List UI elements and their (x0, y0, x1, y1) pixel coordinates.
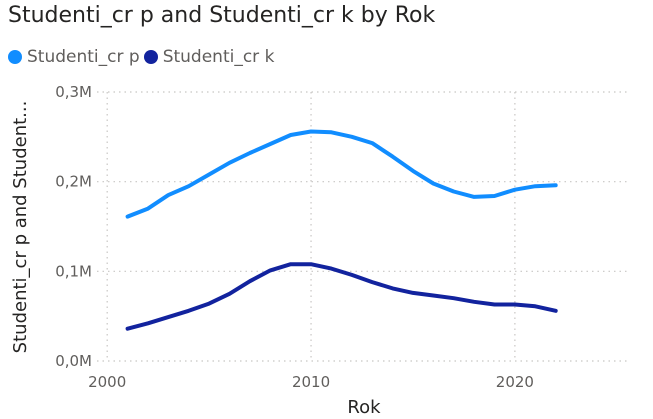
y-tick-label: 0,0M (55, 352, 92, 370)
x-axis-title: Rok (347, 397, 381, 418)
legend-item-studenti-cr-p[interactable]: Studenti_cr p (8, 46, 140, 68)
y-tick-label: 0,3M (55, 83, 92, 101)
legend-label-studenti-cr-k: Studenti_cr k (162, 47, 275, 67)
x-axis-tick-labels: 2000 2010 2020 (88, 373, 534, 391)
chart-title: Studenti_cr p and Studenti_cr k by Rok (8, 3, 436, 28)
y-axis-tick-labels: 0,0M 0,1M 0,2M 0,3M (55, 83, 92, 370)
y-axis-title: Studenti_cr p and Student... (10, 101, 31, 354)
legend-item-studenti-cr-k[interactable]: Studenti_cr k (143, 46, 275, 68)
legend: Studenti_cr p Studenti_cr k (8, 46, 278, 68)
y-tick-label: 0,2M (55, 173, 92, 191)
x-tick-label: 2020 (496, 373, 534, 391)
gridlines (97, 91, 627, 362)
y-tick-label: 0,1M (55, 262, 92, 280)
series-line-studenti-cr-k (125, 262, 558, 331)
legend-label-studenti-cr-p: Studenti_cr p (27, 47, 140, 67)
x-tick-label: 2000 (88, 373, 126, 391)
legend-marker-studenti-cr-p (8, 50, 22, 64)
series-line-studenti-cr-p (125, 129, 558, 219)
legend-marker-studenti-cr-k (143, 50, 158, 64)
series-lines (125, 129, 558, 331)
x-tick-label: 2010 (292, 373, 330, 391)
